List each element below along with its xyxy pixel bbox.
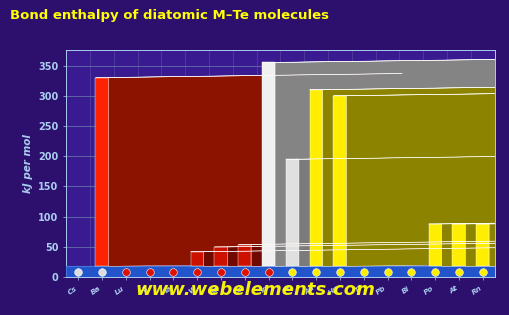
Polygon shape: [285, 155, 509, 159]
Y-axis label: kJ per mol: kJ per mol: [23, 135, 33, 193]
Polygon shape: [298, 155, 509, 266]
Bar: [285, 159, 298, 266]
Bar: [333, 96, 346, 266]
Polygon shape: [95, 74, 402, 77]
Bar: [66, 266, 494, 277]
Polygon shape: [238, 241, 509, 244]
Polygon shape: [333, 92, 509, 96]
Polygon shape: [309, 86, 509, 90]
Polygon shape: [251, 241, 509, 266]
Polygon shape: [275, 59, 509, 266]
Polygon shape: [214, 243, 509, 247]
Bar: [190, 252, 203, 266]
Bar: [309, 90, 322, 266]
Polygon shape: [488, 220, 509, 266]
Polygon shape: [108, 74, 402, 266]
Polygon shape: [465, 220, 509, 266]
Bar: [475, 224, 489, 266]
Bar: [214, 247, 227, 266]
Polygon shape: [475, 220, 509, 224]
Polygon shape: [441, 220, 509, 266]
Bar: [238, 244, 251, 266]
Bar: [451, 224, 465, 266]
Bar: [262, 62, 275, 266]
Polygon shape: [190, 248, 496, 252]
Text: www.webelements.com: www.webelements.com: [135, 281, 374, 299]
Polygon shape: [227, 243, 509, 266]
Bar: [95, 77, 108, 266]
Polygon shape: [322, 86, 509, 266]
Polygon shape: [203, 248, 496, 266]
Polygon shape: [346, 92, 509, 266]
Polygon shape: [262, 59, 509, 62]
Polygon shape: [451, 220, 509, 224]
Polygon shape: [428, 220, 509, 224]
Bar: [428, 224, 441, 266]
Text: Bond enthalpy of diatomic M–Te molecules: Bond enthalpy of diatomic M–Te molecules: [10, 9, 328, 22]
